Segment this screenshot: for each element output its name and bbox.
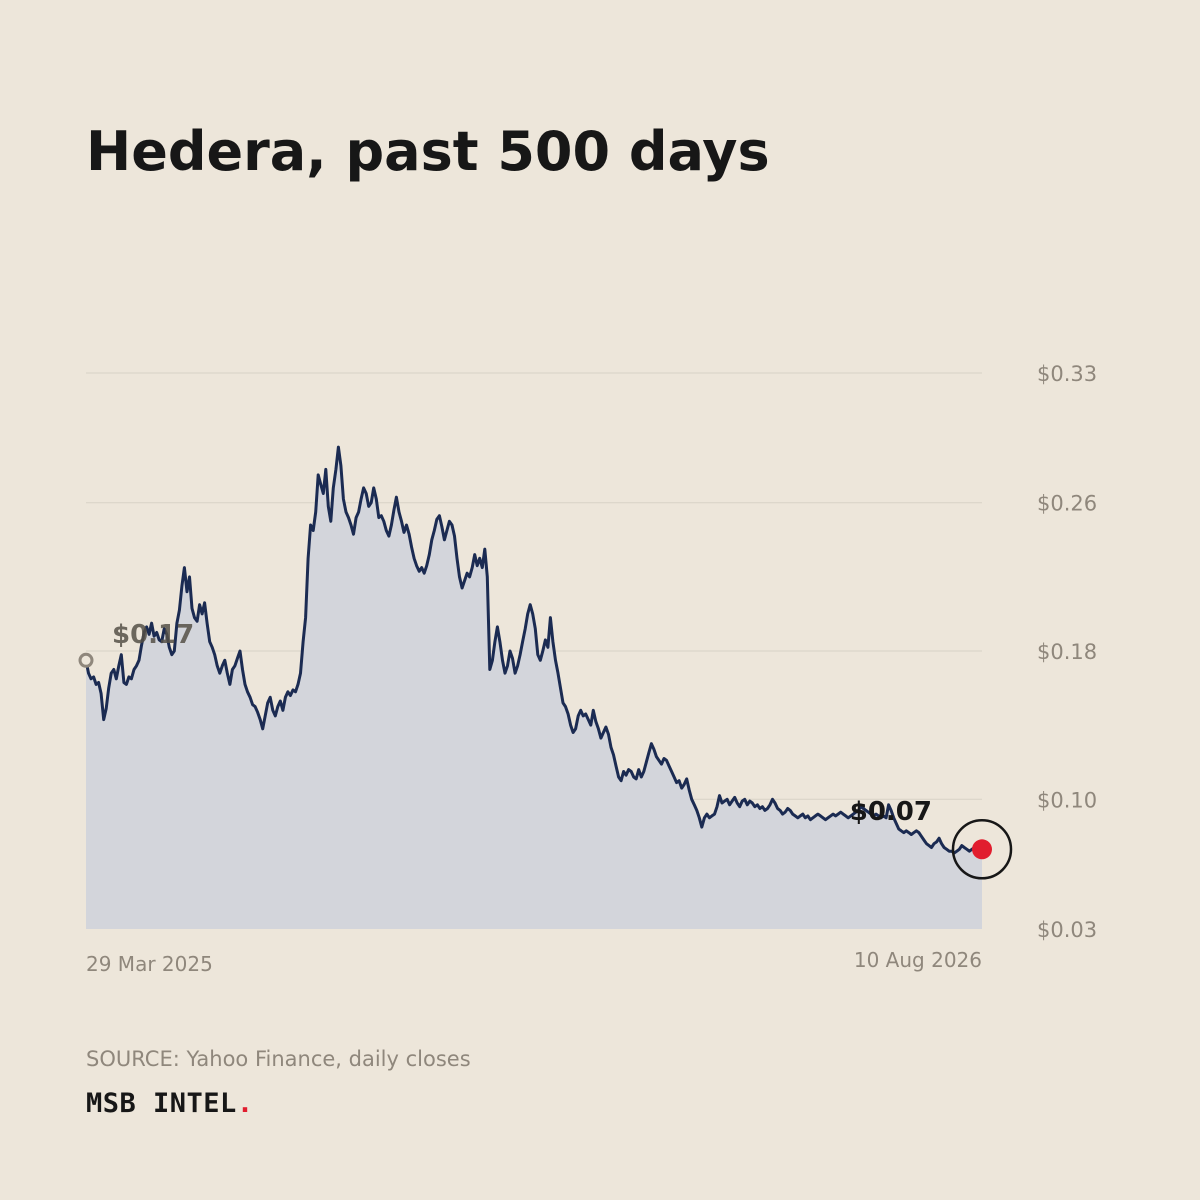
x-tick-label: 29 Mar 2025: [86, 952, 213, 976]
markers: $0.17 $0.07: [78, 620, 1013, 880]
start-value-label: $0.17: [112, 620, 194, 650]
price-area: [86, 447, 982, 929]
chart-title: Hedera, past 500 days: [86, 120, 770, 183]
end-value-label: $0.07: [850, 797, 932, 827]
x-axis-ticks: 29 Mar 2025 10 Aug 2026: [86, 948, 982, 976]
price-line: [84, 445, 983, 855]
end-marker: [972, 839, 992, 860]
end-highlight-ring: [951, 819, 1013, 880]
y-tick-label: $0.03: [1037, 918, 1097, 942]
x-tick-label: 10 Aug 2026: [854, 948, 982, 972]
y-tick-label: $0.10: [1037, 788, 1097, 812]
y-tick-label: $0.26: [1037, 492, 1097, 516]
y-tick-label: $0.18: [1037, 640, 1097, 664]
brand-logo: MSB INTEL.: [86, 1088, 254, 1119]
y-axis-ticks: $0.03 $0.10 $0.18 $0.26 $0.33: [1037, 362, 1097, 942]
start-marker: [78, 652, 94, 668]
source-note: SOURCE: Yahoo Finance, daily closes: [86, 1047, 471, 1071]
brand-name: MSB INTEL: [86, 1088, 237, 1119]
y-tick-label: $0.33: [1037, 362, 1097, 386]
brand-dot: .: [236, 1088, 254, 1119]
